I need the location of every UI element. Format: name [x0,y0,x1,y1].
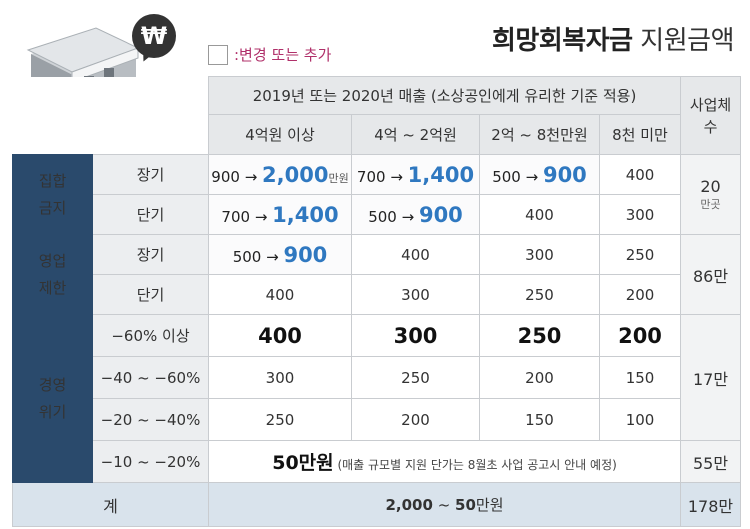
title-light: 지원금액 [632,26,734,56]
table-cell: 200 [598,274,682,315]
page-title: 희망회복자금 지원금액 [492,20,734,57]
count-gathering-ban: 20 만곳 [680,154,742,235]
table-cell: 700 → 1,400 [208,194,352,235]
row-label: −20 ~ −40% [92,398,209,441]
table-cell: 200 [598,314,682,357]
won-speech-bubble-icon: ₩ [132,14,176,58]
table-cell: 150 [598,356,682,399]
period-header: 2019년 또는 2020년 매출 (소상공인에게 유리한 기준 적용) [207,76,682,115]
table-cell: 250 [208,398,352,441]
table-cell: 400 [479,194,600,235]
total-amount: 2,000 ~ 50만원 [207,482,682,527]
table-cell: 250 [479,274,600,315]
table-cell: 250 [479,314,600,357]
table-cell: 300 [479,234,600,275]
tier-header-1: 4억원 이상 [208,114,352,155]
category-gathering-ban: 집합 금지 [12,154,93,235]
row-label: 장기 [92,154,209,195]
table-cell: 900 → 2,000만원 [208,154,352,195]
count-management-crisis: 17만 [680,314,742,441]
tier-header-3: 2억 ~ 8천만원 [479,114,600,155]
row-label: 장기 [92,234,209,275]
businesses-header: 사업체 수 [680,76,742,155]
table-cell: 150 [479,398,600,441]
count-business-limit: 86만 [680,234,742,315]
table-cell: 500 → 900 [479,154,600,195]
table-cell: 200 [479,356,600,399]
tier-header-2: 4억 ~ 2억원 [351,114,480,155]
table-cell: 500 → 900 [208,234,352,275]
flat-amount-cell: 50만원 (매출 규모별 지원 단가는 8월초 사업 공고시 안내 예정) [207,440,682,483]
table-cell: 700 → 1,400 [351,154,480,195]
total-label: 계 [12,482,209,527]
support-amount-table: 2019년 또는 2020년 매출 (소상공인에게 유리한 기준 적용) 사업체… [12,76,742,527]
legend: :변경 또는 추가 [208,44,331,65]
row-label: −10 ~ −20% [92,440,209,483]
row-label: −60% 이상 [92,314,209,357]
legend-box [208,44,228,65]
row-label: 단기 [92,274,209,315]
row-label: −40 ~ −60% [92,356,209,399]
table-cell: 300 [208,356,352,399]
table-cell: 400 [208,314,352,357]
legend-label: :변경 또는 추가 [234,46,332,64]
table-cell: 250 [598,234,682,275]
table-cell: 250 [351,356,480,399]
total-count: 178만 [680,482,742,527]
table-cell: 500 → 900 [351,194,480,235]
table-cell: 300 [598,194,682,235]
table-cell: 300 [351,314,480,357]
table-cell: 400 [351,234,480,275]
table-cell: 400 [208,274,352,315]
category-business-limit: 영업 제한 [12,234,93,315]
table-cell: 200 [351,398,480,441]
table-cell: 100 [598,398,682,441]
header: ₩ :변경 또는 추가 희망회복자금 지원금액 [0,0,750,102]
table-cell: 400 [598,154,682,195]
row-label: 단기 [92,194,209,235]
category-management-crisis: 경영 위기 [12,314,93,483]
won-sign: ₩ [140,22,168,50]
table-cell: 300 [351,274,480,315]
count-last-tier: 55만 [680,440,742,483]
title-bold: 희망회복자금 [492,26,633,56]
tier-header-4: 8천 미만 [598,114,682,155]
